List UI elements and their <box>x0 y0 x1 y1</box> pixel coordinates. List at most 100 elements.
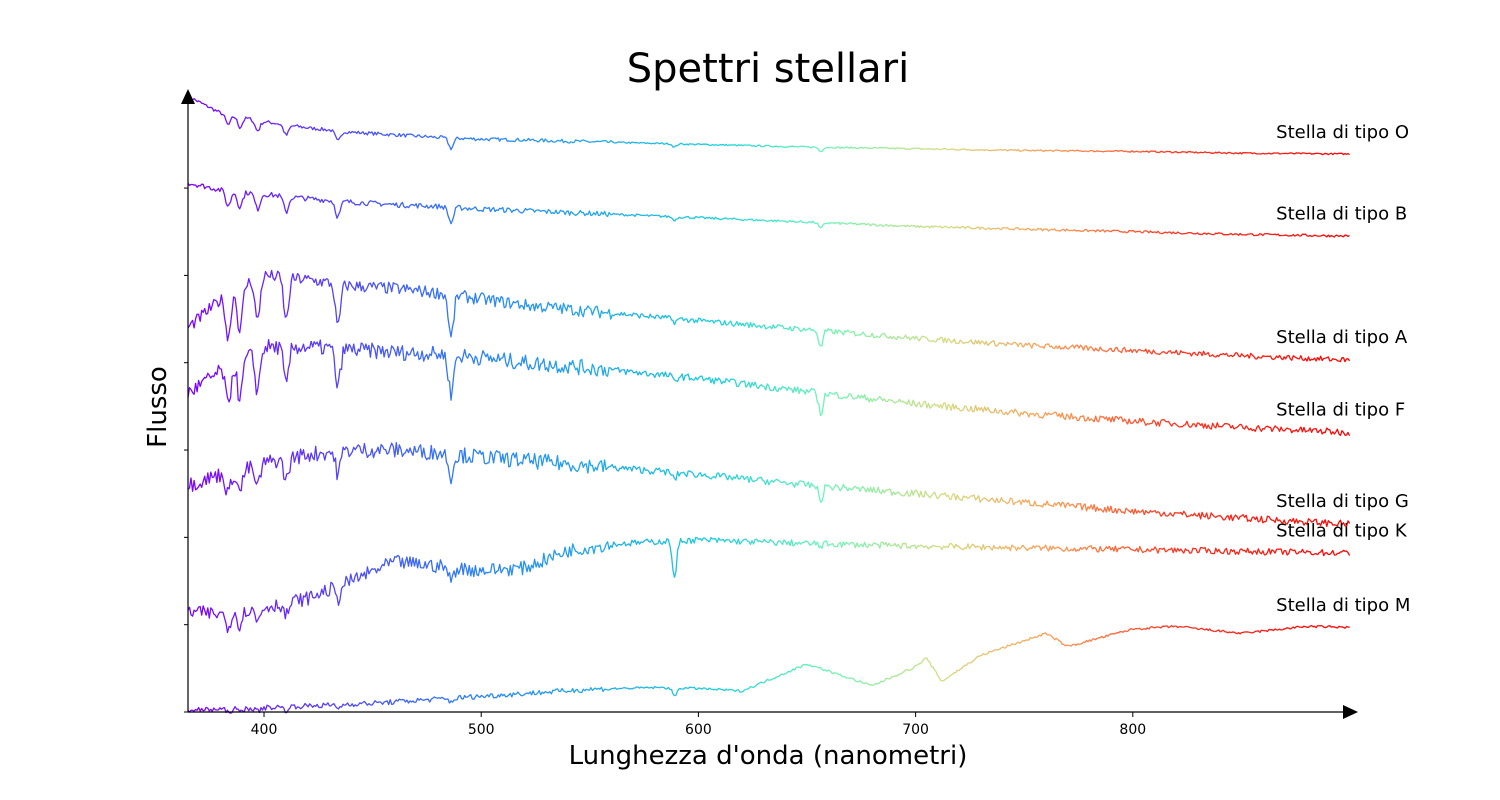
series-segment <box>187 182 207 190</box>
series-segment <box>813 484 832 503</box>
series-segment <box>1213 547 1232 555</box>
series-segment <box>1005 544 1024 552</box>
series-segment <box>865 146 885 150</box>
series-segment <box>1160 418 1180 428</box>
series-segment <box>692 375 711 382</box>
series-segment <box>1073 228 1093 233</box>
series-segment <box>778 385 797 394</box>
series-segment <box>413 444 434 461</box>
series-segment <box>605 140 623 144</box>
series-segment <box>257 704 277 714</box>
series-segment <box>275 704 294 714</box>
series-segment <box>1022 149 1040 152</box>
series-segment <box>795 220 815 224</box>
series-segment <box>849 392 867 401</box>
series-segment <box>414 134 434 139</box>
series-segment <box>1179 625 1197 629</box>
series-segment <box>935 336 954 344</box>
series-segment <box>1005 497 1024 506</box>
series-segment <box>432 287 451 329</box>
series-segment <box>397 284 416 295</box>
x-axis-label: Lunghezza d'onda (nanometri) <box>569 741 968 771</box>
series-segment <box>709 472 729 481</box>
series-segment <box>1282 426 1302 434</box>
series-segment <box>708 376 729 385</box>
series-segment <box>883 673 902 682</box>
series-segment <box>1300 152 1318 155</box>
series-segment <box>187 706 207 713</box>
series-line <box>187 339 1351 437</box>
series-segment <box>414 345 434 362</box>
series-segment <box>362 200 380 207</box>
series-segment <box>917 225 937 229</box>
series-segment <box>570 209 589 217</box>
series-label: Stella di tipo K <box>1276 521 1408 542</box>
series-segment <box>327 200 345 219</box>
series-segment <box>744 538 763 546</box>
series-segment <box>222 296 242 342</box>
series-segment <box>1214 629 1232 634</box>
series-segment <box>1282 233 1301 237</box>
series-segment <box>1282 548 1302 556</box>
series-segment <box>327 446 346 481</box>
series-segment <box>674 686 693 697</box>
series-segment <box>640 685 658 690</box>
series-segment <box>344 199 364 206</box>
series-segment <box>500 564 520 577</box>
series-segment <box>587 686 607 693</box>
series-segment <box>935 225 953 229</box>
series-segment <box>1126 417 1145 425</box>
series-segment <box>465 564 486 578</box>
series-segment <box>779 145 797 148</box>
series-segment <box>884 146 902 150</box>
series-segment <box>778 539 797 547</box>
series-segment <box>240 606 259 624</box>
series-segment <box>605 211 624 218</box>
series-segment <box>448 204 467 225</box>
series-segment <box>1073 545 1094 552</box>
series-segment <box>378 554 399 572</box>
series-segment <box>570 139 589 144</box>
series-segment <box>849 222 867 226</box>
series-segment <box>310 277 329 287</box>
series-segment <box>865 486 885 495</box>
series-segment <box>883 541 902 550</box>
series-segment <box>535 549 556 569</box>
series-segment <box>1074 415 1093 422</box>
series-segment <box>483 563 502 575</box>
series-segment <box>519 452 537 465</box>
series-segment <box>830 328 850 336</box>
series-segment <box>987 340 1007 347</box>
series-segment <box>344 130 364 135</box>
series-segment <box>987 544 1007 551</box>
series-segment <box>500 206 520 214</box>
series-segment <box>257 454 277 482</box>
series-segment <box>970 652 988 664</box>
series-segment <box>205 104 224 116</box>
series-segment <box>397 201 415 209</box>
series-segment <box>240 277 259 322</box>
series-segment <box>257 269 277 318</box>
series-segment <box>276 123 294 136</box>
series-segment <box>570 358 589 376</box>
series-segment <box>1108 505 1129 515</box>
y-ticks <box>184 100 188 713</box>
series-segment <box>1213 514 1232 521</box>
series-segment <box>640 538 658 546</box>
series-segment <box>673 215 694 222</box>
series-segment <box>465 292 486 305</box>
series-segment <box>187 376 207 398</box>
series-segment <box>554 454 572 472</box>
series-segment <box>674 373 694 383</box>
series-segment <box>518 298 537 312</box>
series-segment <box>257 339 277 389</box>
series-segment <box>814 328 832 347</box>
series-segment <box>310 445 329 462</box>
series-segment <box>483 693 502 699</box>
series-segment <box>1282 354 1302 361</box>
series-segment <box>587 139 607 143</box>
series-segment <box>327 343 346 389</box>
x-tick-label: 700 <box>902 722 929 738</box>
series-segment <box>935 147 953 151</box>
series-segment <box>762 538 780 546</box>
